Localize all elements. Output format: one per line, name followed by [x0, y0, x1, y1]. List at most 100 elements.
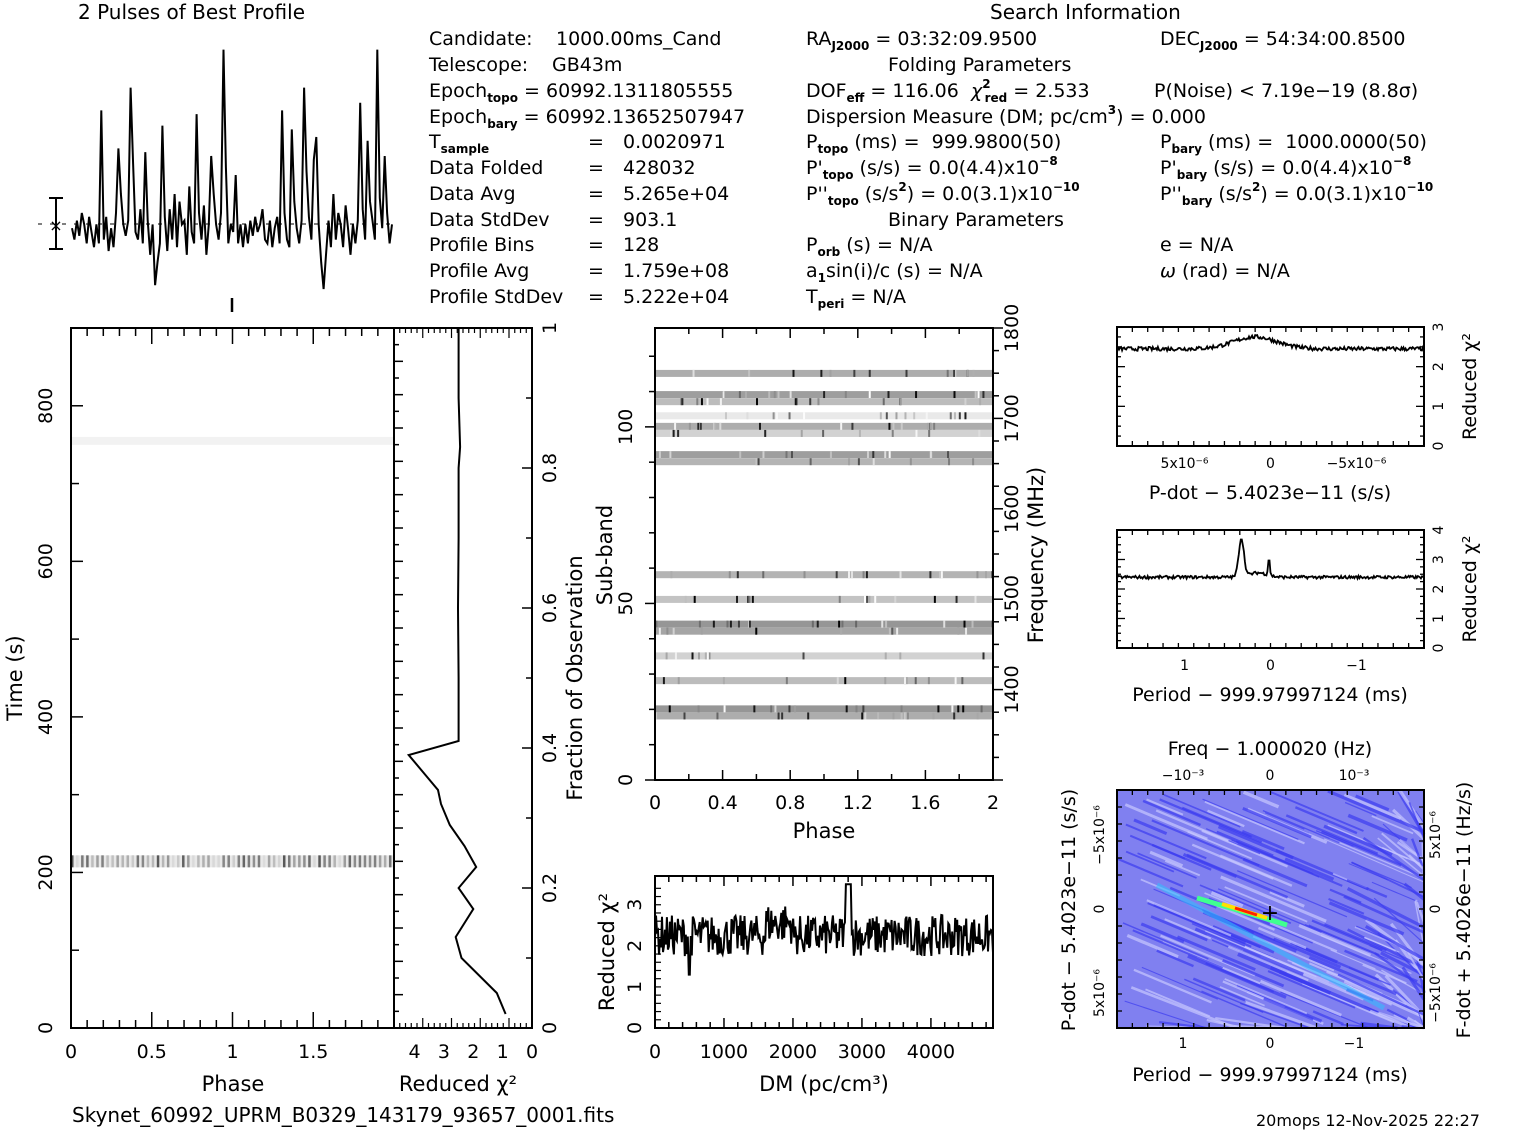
subband-cell — [666, 627, 669, 635]
candidate-label: Candidate: — [429, 28, 533, 50]
eq: = — [588, 286, 604, 308]
streak — [1199, 884, 1292, 925]
subband-cell — [855, 705, 858, 713]
subband-cell — [853, 369, 856, 377]
subband-cell — [955, 595, 958, 603]
streak — [1201, 829, 1288, 868]
streak — [1285, 814, 1379, 855]
rfi-cell — [277, 855, 281, 868]
rfi-cell — [146, 855, 150, 868]
y-tick-label: 5x10⁻⁶ — [1092, 969, 1108, 1017]
streak — [1344, 801, 1377, 817]
subband-cell — [789, 391, 792, 399]
rfi-cell — [323, 855, 326, 868]
streak — [1329, 837, 1423, 879]
y2-tick-label: 1500 — [1001, 575, 1023, 623]
subband-cell — [755, 627, 758, 635]
streak — [1408, 801, 1425, 840]
rfi-cell — [91, 855, 94, 868]
subband-cell — [848, 458, 851, 466]
subband-cell — [905, 712, 908, 720]
subband-cell — [899, 398, 902, 406]
ridge-cyan — [1155, 882, 1386, 1011]
p-noise: P(Noise) < 7.19e−19 (8.8σ) — [1154, 80, 1419, 102]
streak — [1150, 915, 1208, 942]
streak — [1192, 977, 1246, 1002]
y2-tick-label: 0.8 — [539, 453, 561, 483]
profile-line — [71, 49, 393, 290]
subband-cell — [949, 412, 952, 420]
subband-cell — [940, 571, 943, 579]
e: e = N/A — [1160, 234, 1234, 256]
x-tick-label: −5x10⁻⁶ — [1327, 456, 1387, 472]
subband-cell — [739, 451, 742, 459]
subband-cell — [840, 422, 843, 430]
streak — [1145, 988, 1211, 1018]
subband-band — [655, 398, 993, 406]
subband-cell — [744, 391, 747, 399]
eq: = — [588, 209, 604, 231]
streak — [1215, 1016, 1286, 1030]
chi2-line — [1116, 333, 1425, 354]
streak — [1328, 901, 1405, 936]
subband-cell — [788, 412, 791, 420]
subband-cell — [979, 398, 982, 406]
dof-chi2: DOFeff = 116.06 χ2red = 2.533 — [806, 77, 1090, 105]
subband-cell — [847, 571, 850, 579]
rfi-cell — [282, 855, 286, 868]
subband-cell — [835, 571, 838, 579]
y-tick-label: 0 — [624, 1022, 646, 1034]
subband-cell — [726, 620, 729, 628]
subband-cell — [777, 391, 780, 399]
subband-cell — [700, 398, 703, 406]
subband-cell — [866, 451, 869, 459]
y2-tick-label: 0.2 — [539, 873, 561, 903]
streak — [1321, 830, 1402, 867]
subband-cell — [698, 620, 701, 628]
y2-tick-label: 4 — [1431, 525, 1447, 534]
t-sample: Tsample — [429, 131, 490, 156]
subband-cell — [943, 620, 946, 628]
subband-cell — [684, 595, 687, 603]
subband-cell — [692, 369, 695, 377]
subband-band — [655, 627, 993, 635]
y-axis-label: Reduced χ² — [595, 893, 619, 1011]
y2-tick-label: 0 — [1431, 644, 1447, 653]
subband-cell — [954, 369, 957, 377]
x-tick-label: 1.5 — [298, 1041, 328, 1063]
subband-cell — [881, 620, 884, 628]
subband-cell — [891, 627, 894, 635]
best-fit-marker: + — [1261, 901, 1279, 926]
subband-cell — [900, 705, 903, 713]
x-tick-label: 0 — [526, 1041, 538, 1063]
streak — [1125, 823, 1207, 860]
rfi-cell — [252, 855, 256, 868]
subband-cell — [877, 712, 880, 720]
x-tick-label: 5x10⁻⁶ — [1161, 456, 1209, 472]
y2-tick-label: −5x10⁻⁶ — [1428, 963, 1444, 1023]
rfi-cell — [343, 855, 347, 868]
subband-cell — [841, 620, 844, 628]
streak — [1224, 978, 1308, 1015]
x2-tick-label: 10⁻³ — [1339, 768, 1370, 784]
subband-cell — [748, 369, 751, 377]
rfi-cell — [101, 855, 104, 868]
subband-cell — [753, 705, 756, 713]
subband-cell — [736, 595, 739, 603]
y-axis-label: Time (s) — [3, 635, 27, 721]
rfi-cell — [247, 855, 251, 868]
subband-band — [655, 451, 993, 459]
rfi-cell — [116, 855, 119, 868]
rfi-cell — [111, 855, 114, 868]
y2-tick-label: 3 — [1431, 555, 1447, 564]
subband-cell — [677, 677, 680, 685]
streak — [1380, 951, 1425, 977]
candidate-value: 1000.00ms_Cand — [556, 28, 722, 50]
subband-band — [655, 620, 993, 628]
streak — [1187, 830, 1253, 860]
pdd-bary: P''bary (s/s2) = 0.0(3.1)x10−10 — [1160, 180, 1434, 208]
subband-cell — [953, 412, 956, 420]
streak — [1242, 790, 1280, 809]
rfi-cell — [242, 855, 246, 868]
rfi-cell — [227, 855, 230, 868]
